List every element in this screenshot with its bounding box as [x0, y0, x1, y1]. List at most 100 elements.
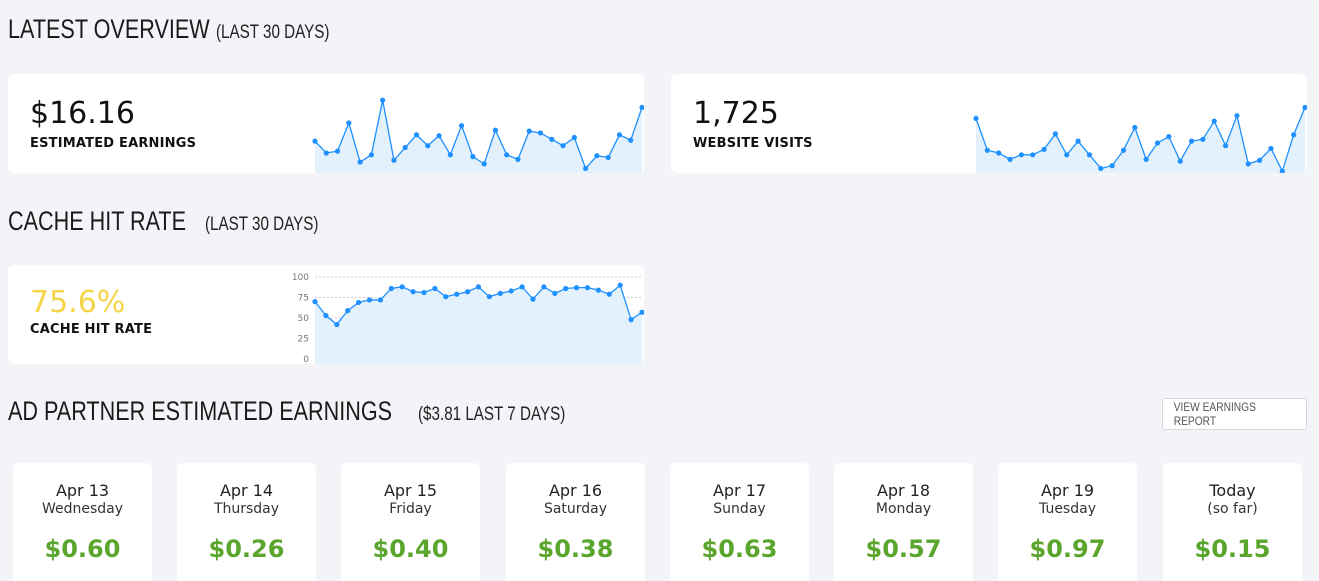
day-card: Apr 14 Thursday $0.26 — [177, 463, 316, 581]
day-amount: $0.97 — [1029, 535, 1106, 563]
data-point — [628, 317, 634, 323]
day-card: Today (so far) $0.15 — [1163, 463, 1302, 581]
y-tick-label: 75 — [298, 294, 309, 304]
day-date: Apr 19 — [1040, 481, 1095, 500]
data-point — [497, 290, 503, 296]
data-point — [1064, 152, 1070, 158]
data-point — [357, 159, 363, 165]
day-name: Sunday — [713, 501, 766, 517]
data-point — [1052, 131, 1059, 137]
series-line — [314, 100, 643, 170]
visits-card: 1,725 WEBSITE VISITS — [671, 74, 1307, 173]
data-point — [1166, 134, 1172, 140]
data-point — [447, 152, 453, 158]
view-earnings-report-button[interactable]: VIEW EARNINGS REPORT — [1162, 398, 1307, 430]
day-date: Apr 17 — [712, 481, 767, 500]
data-point — [368, 152, 374, 158]
data-point — [1257, 157, 1263, 163]
day-name: Thursday — [213, 501, 280, 517]
day-name: Friday — [389, 501, 432, 517]
day-amount: $0.60 — [44, 535, 121, 563]
day-amount: $0.26 — [208, 535, 285, 563]
visits-value: 1,725 — [693, 96, 779, 131]
data-point — [617, 282, 623, 288]
data-point — [334, 148, 341, 154]
data-point — [1154, 140, 1161, 146]
data-point — [465, 289, 471, 295]
day-amount: $0.15 — [1194, 535, 1271, 563]
data-point — [356, 299, 362, 306]
day-card: Apr 15 Friday $0.40 — [341, 463, 480, 581]
data-point — [458, 123, 465, 129]
data-point — [1222, 143, 1229, 149]
day-date: Apr 16 — [548, 481, 603, 500]
data-point — [504, 152, 510, 158]
data-point — [1041, 146, 1047, 152]
day-name: Wednesday — [41, 501, 124, 517]
data-point — [346, 120, 352, 126]
data-point — [421, 289, 427, 296]
data-point — [515, 156, 521, 162]
cache-hit-rate-chart: 100 75 50 25 0 — [292, 273, 644, 364]
data-point — [334, 321, 340, 328]
y-tick-label: 25 — [298, 335, 309, 345]
day-date: Today — [1209, 481, 1256, 500]
data-point — [571, 134, 577, 141]
data-point — [984, 147, 990, 153]
day-date: Apr 18 — [876, 481, 931, 500]
data-point — [973, 115, 979, 121]
data-point — [1211, 118, 1217, 124]
day-amount: $0.40 — [372, 535, 449, 563]
data-point — [508, 288, 514, 294]
data-point — [606, 291, 612, 297]
day-card: Apr 16 Saturday $0.38 — [506, 463, 645, 581]
data-point — [1291, 132, 1297, 138]
y-tick-label: 0 — [303, 355, 309, 364]
data-point — [1268, 145, 1274, 152]
data-point — [526, 128, 532, 134]
day-card: Apr 17 Sunday $0.63 — [670, 463, 809, 581]
data-point — [1279, 168, 1285, 173]
data-point — [584, 285, 591, 291]
data-point — [380, 97, 386, 103]
day-name: (so far) — [1207, 501, 1258, 517]
day-card: Apr 13 Wednesday $0.60 — [13, 463, 152, 581]
overview-title: LATEST OVERVIEW — [8, 14, 210, 44]
data-point — [366, 297, 373, 303]
view-earnings-report-label: VIEW EARNINGS REPORT — [1173, 400, 1256, 428]
data-point — [1098, 165, 1104, 172]
data-point — [563, 285, 569, 292]
data-point — [560, 143, 566, 149]
day-name: Tuesday — [1039, 501, 1096, 517]
earnings-card: $16.16 ESTIMATED EARNINGS — [8, 74, 644, 173]
ad-partner-section-title: AD PARTNER ESTIMATED EARNINGS ($3.81 LAS… — [8, 396, 602, 427]
data-point — [1132, 124, 1138, 131]
data-point — [1075, 138, 1081, 144]
data-point — [530, 296, 536, 302]
data-point — [475, 284, 482, 290]
day-name: Saturday — [543, 501, 608, 517]
overview-section-title: LATEST OVERVIEW (LAST 30 DAYS) — [8, 14, 358, 45]
data-point — [639, 309, 644, 315]
data-point — [1143, 156, 1149, 162]
data-point — [595, 287, 601, 293]
data-point — [1030, 152, 1036, 158]
data-point — [470, 154, 476, 160]
data-point — [1177, 158, 1183, 164]
data-point — [486, 294, 492, 300]
data-point — [605, 154, 611, 161]
y-tick-label: 50 — [298, 314, 310, 324]
data-point — [323, 150, 329, 156]
data-point — [454, 291, 460, 297]
visits-sparkline — [973, 104, 1307, 173]
day-card: Apr 19 Tuesday $0.97 — [998, 463, 1137, 581]
data-point — [549, 136, 555, 142]
visits-label: WEBSITE VISITS — [693, 136, 813, 151]
data-point — [1200, 136, 1206, 142]
data-point — [402, 144, 408, 151]
cache-card: 75.6% CACHE HIT RATE 100 75 50 25 0 — [8, 265, 644, 364]
area-fill — [315, 285, 642, 364]
data-point — [1086, 152, 1093, 158]
data-point — [436, 133, 442, 139]
data-point — [481, 161, 487, 167]
